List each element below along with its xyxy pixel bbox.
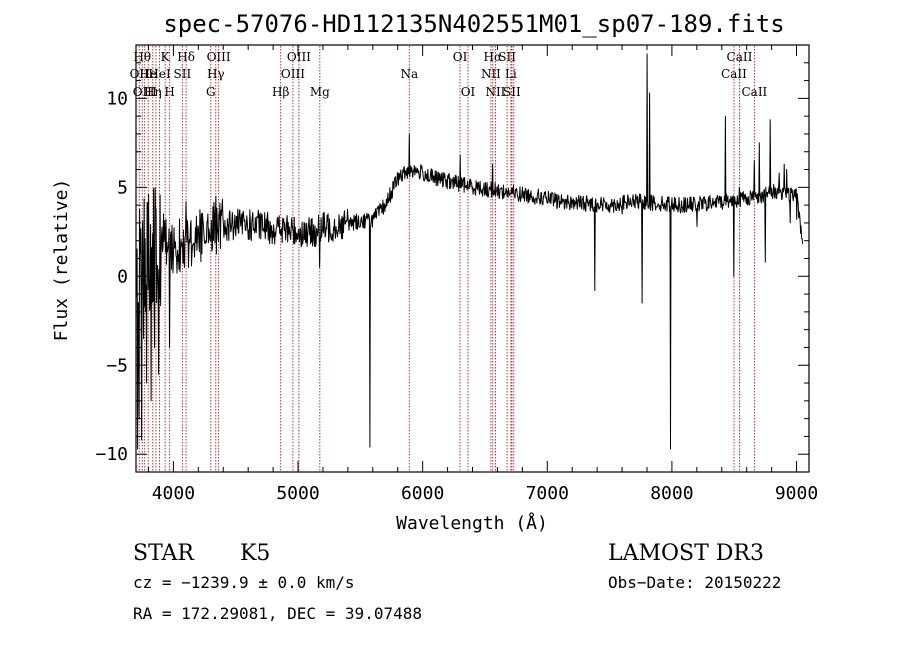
x-tick-label: 6000	[401, 483, 444, 504]
object-type: STAR	[133, 541, 195, 566]
spectral-subclass: K5	[240, 541, 270, 566]
x-tick-label: 7000	[526, 483, 569, 504]
spectral-line-label: OIII	[281, 67, 305, 81]
spectral-line-label: Hγ	[207, 67, 225, 81]
spectral-line-label: Mg	[310, 85, 330, 99]
spectral-line-label: K	[161, 50, 171, 64]
spectral-line-label: HeI	[148, 67, 171, 81]
coordinates-readout: RA = 172.29081, DEC = 39.07488	[133, 604, 422, 623]
spectral-line-label: Hβ	[272, 85, 289, 99]
y-tick-label: −10	[95, 444, 128, 465]
spectral-line-label: OI	[461, 85, 476, 99]
y-axis: −10 −5 0 5 10	[95, 44, 809, 473]
spectral-line-label: CaII	[727, 50, 753, 64]
spectral-line-label: Hθ	[133, 50, 151, 64]
spectral-line-label: Li	[505, 67, 517, 81]
y-tick-label: 10	[106, 88, 128, 109]
chart-title: spec-57076-HD112135N402551M01_sp07-189.f…	[163, 10, 784, 38]
plot-frame	[135, 44, 810, 473]
spectral-line-label: SII	[498, 50, 516, 64]
spectral-line-label: OI	[453, 50, 468, 64]
spectral-line-label: OIII	[207, 50, 231, 64]
spectral-line-label: Hη	[144, 85, 162, 99]
spectral-line-label: NII	[481, 67, 501, 81]
y-axis-label: Flux (relative)	[51, 179, 72, 342]
spectral-line-label: SII	[174, 67, 192, 81]
x-tick-label: 8000	[650, 483, 693, 504]
observation-date: Obs−Date: 20150222	[608, 573, 781, 592]
spectral-line-label: G	[206, 85, 216, 99]
x-axis-label: Wavelength (Å)	[396, 512, 548, 534]
y-tick-label: 0	[117, 266, 128, 287]
spectral-line-label: Hδ	[177, 50, 195, 64]
spectral-line-label: OIII	[133, 85, 157, 99]
x-tick-label: 4000	[152, 483, 195, 504]
spectral-line-label: Na	[400, 67, 418, 81]
y-tick-label: −5	[106, 355, 128, 376]
spectral-line-label: SII	[503, 85, 521, 99]
spectral-line-labels: HθOIIHeOIIIHηKHeIHSIIHδGHγOIIIHβOIIIOIII…	[130, 50, 768, 99]
spectral-line-label: NII	[485, 85, 505, 99]
spectral-line-label: H	[164, 85, 174, 99]
spectral-line-markers	[138, 46, 755, 471]
spectral-line-label: He	[139, 67, 157, 81]
x-axis: 4000 5000 6000 7000 8000 9000	[147, 45, 818, 504]
x-tick-label: 5000	[276, 483, 319, 504]
y-tick-label: 5	[117, 177, 128, 198]
spectral-line-label: Hα	[484, 50, 503, 64]
survey-name: LAMOST DR3	[608, 541, 764, 566]
spectral-line-label: OIII	[287, 50, 311, 64]
velocity-readout: cz = −1239.9 ± 0.0 km/s	[133, 573, 355, 592]
spectrum-line	[136, 53, 804, 450]
spectral-line-label: OII	[130, 67, 150, 81]
spectral-line-label: CaII	[721, 67, 747, 81]
x-tick-label: 9000	[775, 483, 818, 504]
spectral-line-label: CaII	[741, 85, 767, 99]
